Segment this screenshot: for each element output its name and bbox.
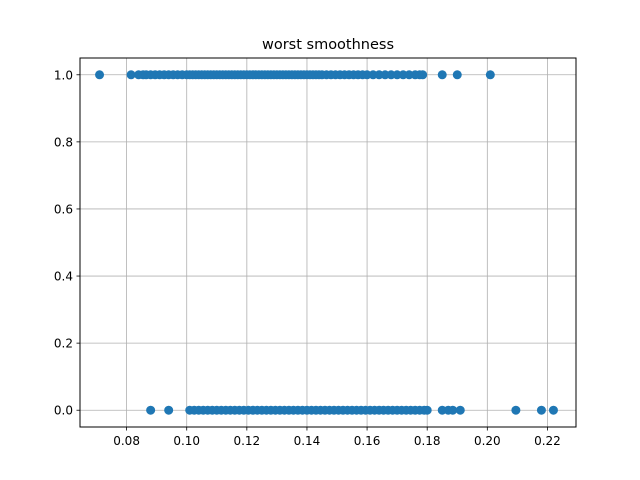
data-point: [511, 405, 521, 415]
data-point: [455, 405, 465, 415]
data-point: [448, 405, 458, 415]
data-point: [146, 405, 156, 415]
data-point: [418, 70, 428, 80]
y-tick-label: 0.2: [54, 337, 73, 351]
y-tick-label: 0.6: [54, 202, 73, 216]
data-point: [95, 70, 105, 80]
x-tick-label: 0.18: [414, 434, 441, 448]
axis-ticks: 0.08 0.10 0.12 0.14 0.16 0.18 0.20 0.22 0.0 0.2 0.…: [54, 68, 561, 448]
x-tick-label: 0.08: [113, 434, 140, 448]
data-point: [452, 70, 462, 80]
data-point: [437, 70, 447, 80]
x-tick-label: 0.12: [233, 434, 260, 448]
chart-title: worst smoothness: [262, 37, 394, 53]
data-points: [95, 70, 558, 415]
data-point: [536, 405, 546, 415]
x-tick-label: 0.14: [294, 434, 321, 448]
y-tick-label: 0.4: [54, 270, 73, 284]
y-tick-label: 0.0: [54, 404, 73, 418]
y-tick-label: 0.8: [54, 135, 73, 149]
data-point: [126, 70, 136, 80]
data-point: [422, 405, 432, 415]
y-tick-label: 1.0: [54, 68, 73, 82]
data-point: [164, 405, 174, 415]
data-point: [485, 70, 495, 80]
x-tick-label: 0.20: [474, 434, 501, 448]
axes-frame: [79, 57, 577, 428]
x-tick-label: 0.10: [173, 434, 200, 448]
x-tick-label: 0.16: [354, 434, 381, 448]
data-point: [548, 405, 558, 415]
x-tick-label: 0.22: [534, 434, 561, 448]
